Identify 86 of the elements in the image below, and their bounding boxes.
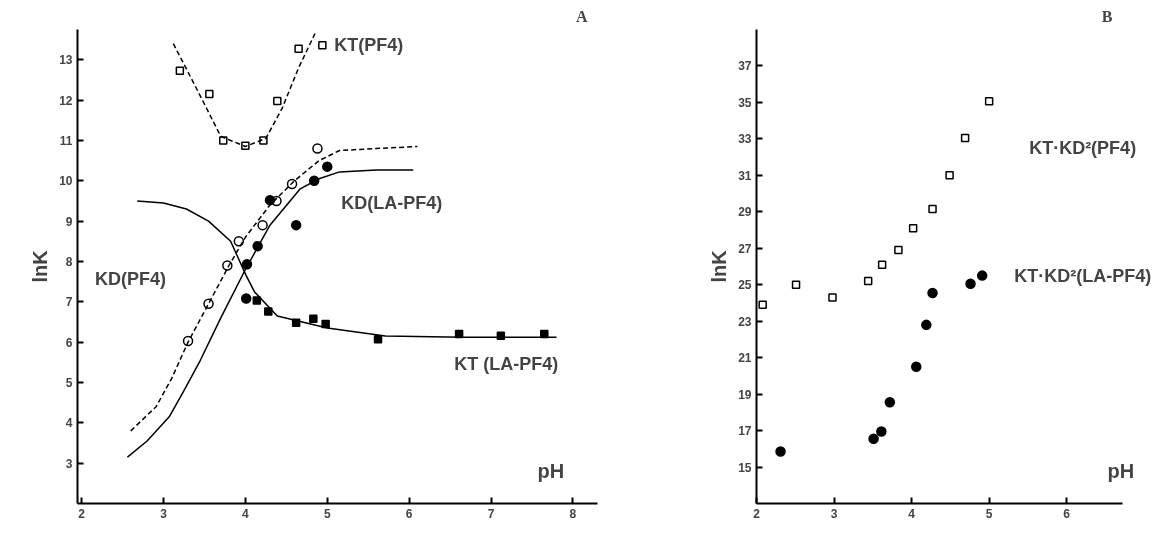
x-tick-label: 6 [1063,506,1071,521]
point [877,260,887,269]
x-tick-label: 2 [753,506,761,521]
y-tick-label: 35 [738,95,752,110]
text: KD(PF4) [95,268,167,289]
y-tick-label: 7 [65,295,73,310]
y-tick-label: 27 [738,241,752,256]
point [175,66,185,75]
y-tick-label: 4 [65,416,73,431]
y-tick-label: 9 [65,214,73,229]
point [863,276,873,286]
y-tick-label: 19 [738,387,752,402]
series-label: KD(LA-PF4) [341,192,443,213]
point [496,331,506,340]
y-tick-label: 21 [738,351,752,366]
point [965,278,976,290]
y-tick-label: 17 [738,424,752,439]
point [775,446,786,457]
y-tick-label: 11 [59,133,73,148]
y-tick-label: 25 [738,278,752,293]
point [205,89,214,99]
x-tick-label: 8 [569,506,577,521]
point [322,161,333,172]
chart-title: A [575,7,588,25]
point [976,270,988,281]
point [828,293,837,302]
point [290,219,302,231]
x-tick-label: 5 [323,506,331,521]
point [921,319,932,331]
point [911,361,922,373]
y-tick-label: 10 [59,174,73,189]
point [876,426,887,437]
point [984,96,994,106]
point [927,287,938,299]
x-tick-label: 3 [160,506,168,521]
point [884,397,896,408]
series-label: KT·KD²(LA-PF4) [1014,265,1152,286]
series-label: KT(PF4) [334,35,404,56]
y-tick-label: 29 [738,205,752,220]
series-label: KT (LA-PF4) [454,354,559,375]
point [908,223,918,233]
y-tick-label: 8 [65,254,73,269]
y-tick-label: 33 [738,132,752,147]
point [312,143,323,154]
y-tick-label: 23 [738,314,752,329]
y-tick-label: 31 [738,168,752,183]
point [894,245,903,255]
line-series [172,32,316,148]
point [273,96,282,106]
point [373,335,383,344]
point [791,280,801,289]
point [252,296,262,305]
y-tick-label: 3 [65,456,73,471]
point [928,204,937,214]
point [264,307,273,316]
point [868,433,879,445]
chart-title: B [1101,7,1113,25]
point [945,171,954,180]
y-tick-label: 6 [65,335,73,350]
x-tick-label: 3 [830,506,838,521]
point [318,40,327,50]
x-axis-title: pH [1107,459,1135,482]
y-axis-title: lnK [708,249,731,283]
y-axis-title: lnK [29,249,52,283]
x-tick-label: 2 [78,506,86,521]
y-tick-label: 5 [65,375,73,390]
text: KT·KD²(PF4) [1029,138,1137,159]
y-tick-label: 12 [59,93,73,108]
y-tick-label: 15 [738,460,752,475]
point [219,136,228,145]
point [257,219,268,231]
x-tick-label: 5 [985,506,993,521]
point [758,300,767,310]
point [294,44,303,54]
point [240,293,252,304]
y-tick-label: 37 [738,59,752,74]
x-axis-title: pH [537,459,565,482]
x-tick-label: 4 [242,506,250,521]
point [960,133,970,143]
x-tick-label: 6 [405,506,413,521]
point [309,314,318,323]
x-tick-label: 4 [908,506,916,521]
point [233,236,245,247]
x-tick-label: 7 [487,506,495,521]
point [264,194,276,206]
y-tick-label: 13 [59,53,73,68]
